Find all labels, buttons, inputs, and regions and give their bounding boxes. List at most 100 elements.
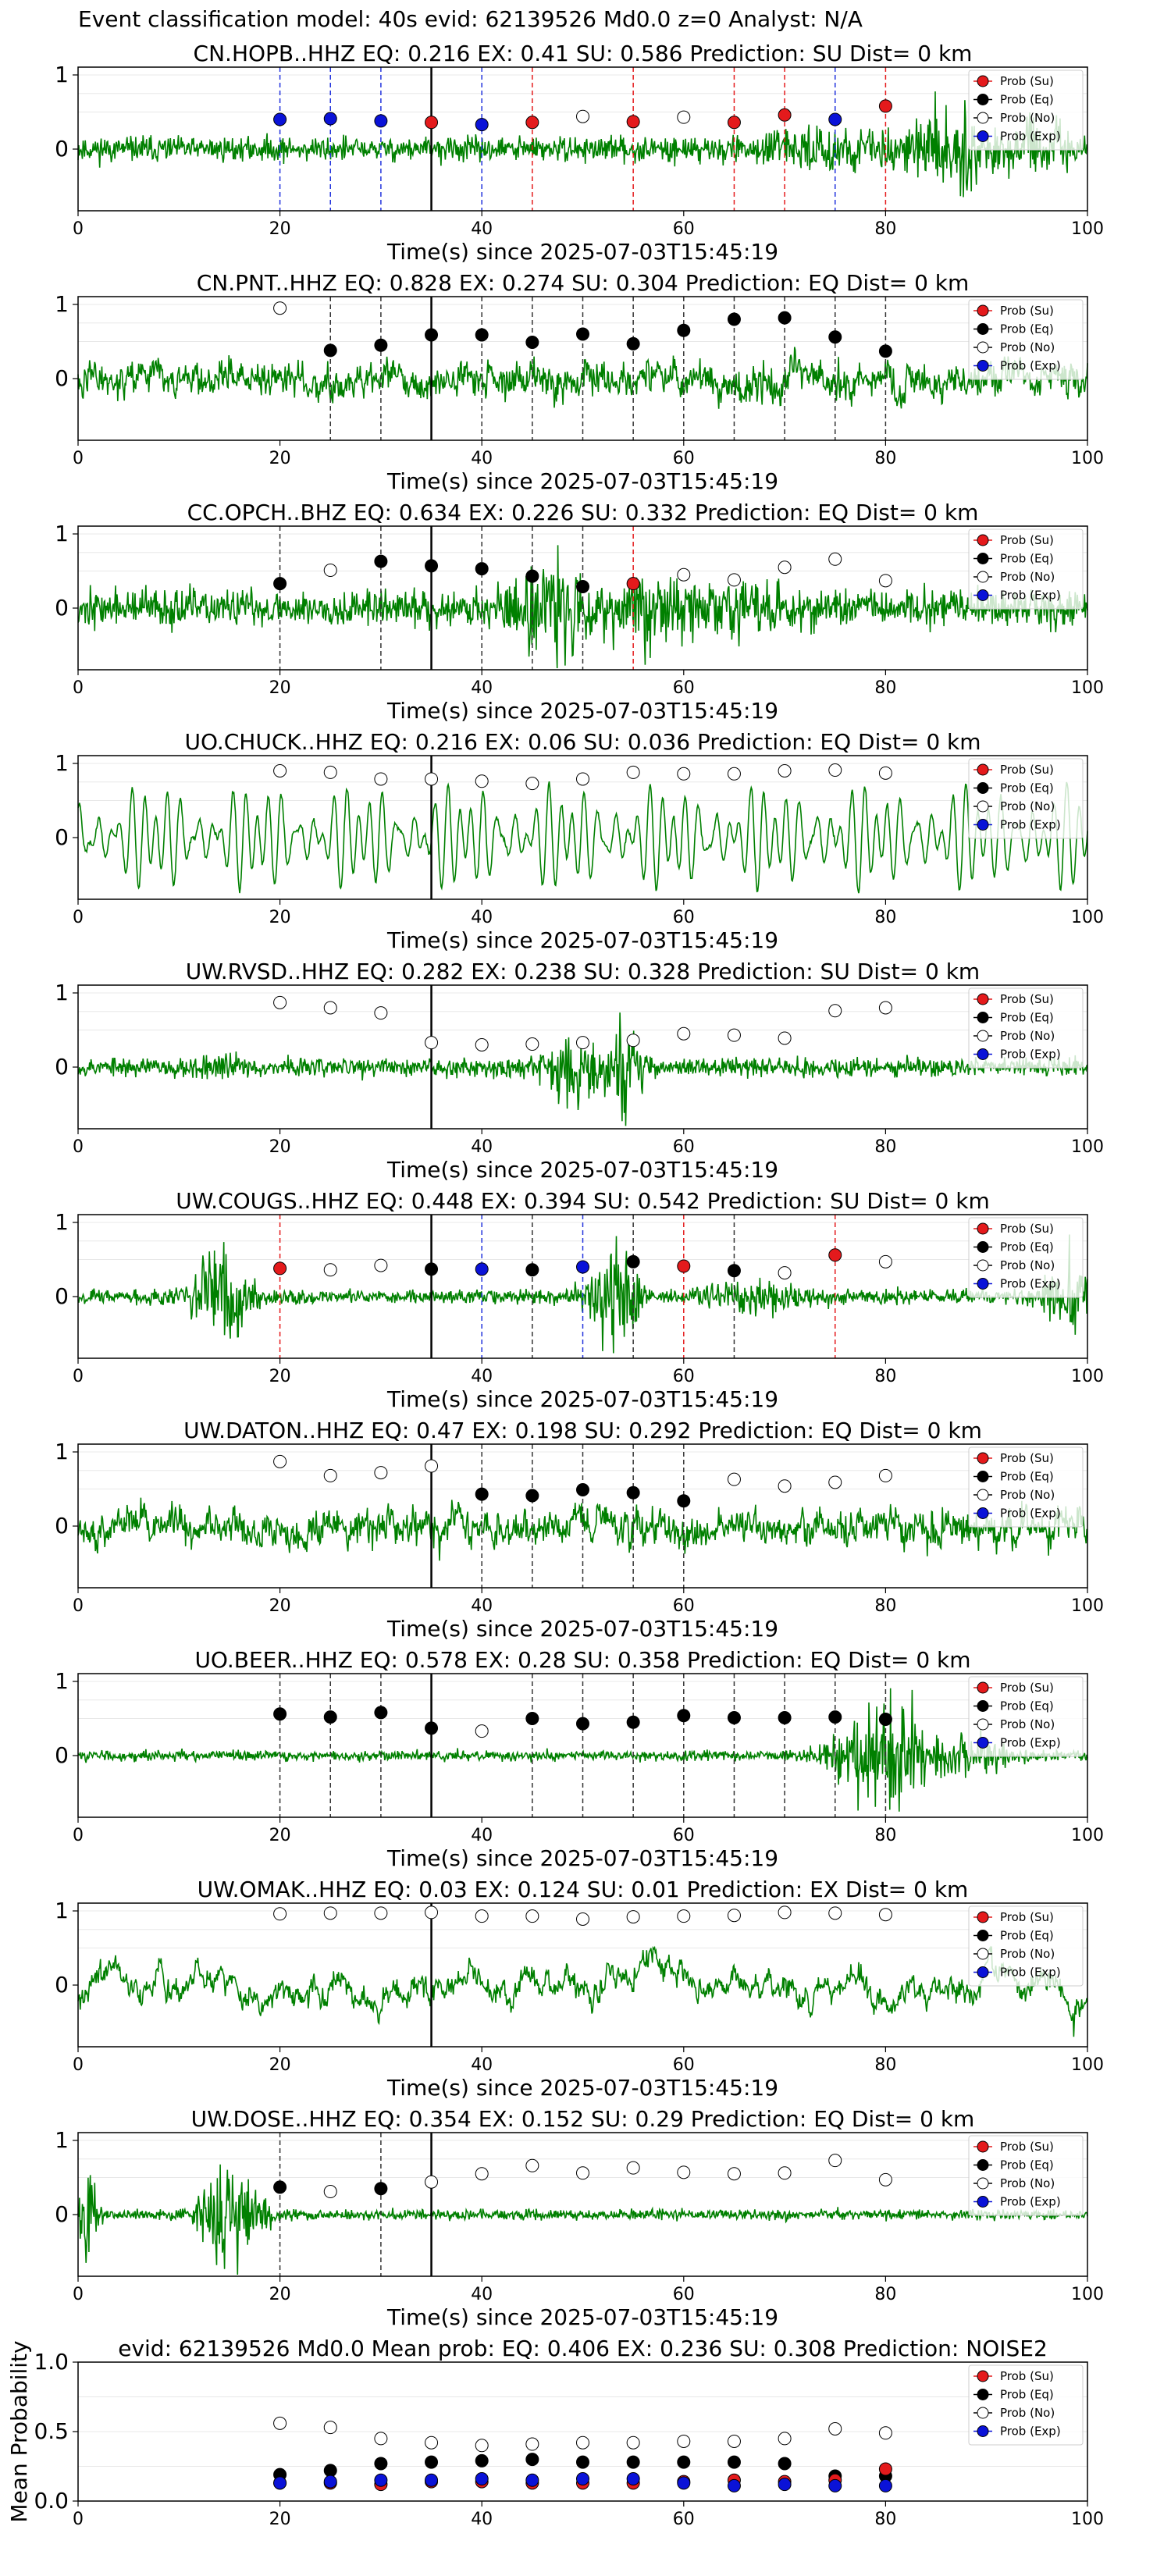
prob-marker-eq [525,335,539,349]
prob-marker-eq [677,1709,691,1723]
prob-marker-no [878,1908,892,1922]
legend-swatch-marker [977,1718,989,1731]
x-tick-label: 40 [471,678,493,698]
prob-marker-exp [828,112,842,126]
legend-2: Prob (Su) Prob (Eq) Prob (No) Prob (Exp) [968,528,1084,610]
prob-marker-su [727,116,741,130]
panel-6: UW.DATON..HHZ EQ: 0.47 EX: 0.198 SU: 0.2… [55,1418,1104,1642]
prob-marker-no [878,1254,892,1268]
mean-marker-no [828,2421,842,2435]
panel-5: UW.COUGS..HHZ EQ: 0.448 EX: 0.394 SU: 0.… [55,1188,1104,1412]
legend-5: Prob (Su) Prob (Eq) Prob (No) Prob (Exp) [968,1217,1084,1298]
x-tick-label: 0 [73,1596,84,1616]
legend-label: Prob (Exp) [1000,359,1061,373]
legend-label: Prob (Eq) [1000,781,1054,795]
prob-marker-no [878,1001,892,1015]
legend-label: Prob (Eq) [1000,322,1054,336]
x-axis-label: Time(s) since 2025-07-03T15:45:19 [386,1157,778,1183]
legend-swatch-marker [977,304,989,317]
x-tick-label: 60 [673,219,695,239]
mean-marker-eq [374,2457,388,2471]
x-axis-label: Time(s) since 2025-07-03T15:45:19 [386,698,778,724]
prob-marker-no [475,1909,489,1923]
y-tick-label: 0 [55,1283,69,1309]
y-tick-label: 0 [55,1513,69,1539]
prob-marker-eq [828,330,842,344]
legend-label: Prob (Exp) [1000,1277,1061,1291]
legend-frame [968,758,1084,839]
legend-label: Prob (Eq) [1000,1699,1054,1713]
panel-title: UW.DATON..HHZ EQ: 0.47 EX: 0.198 SU: 0.2… [183,1418,982,1443]
panel-1: CN.PNT..HHZ EQ: 0.828 EX: 0.274 SU: 0.30… [55,270,1104,494]
mean-marker-exp [778,2478,792,2492]
axes-frame [77,525,1088,671]
legend-label: Prob (No) [1000,799,1055,813]
x-tick-label: 60 [673,678,695,698]
legend-swatch-marker [977,2140,989,2153]
mean-marker-eq [626,2455,640,2469]
x-axis-label: Time(s) since 2025-07-03T15:45:19 [386,468,778,494]
prob-marker-exp [576,1260,589,1274]
prob-marker-no [475,2167,489,2181]
legend-frame [968,299,1084,380]
legend-frame [968,987,1084,1069]
prob-marker-exp [475,1262,489,1276]
x-tick-label: 80 [874,1596,896,1616]
prob-marker-no [525,777,539,791]
legend-label: Prob (No) [1000,2176,1055,2190]
prob-marker-no [878,766,892,780]
prob-marker-no [626,1910,640,1924]
legend-swatch-marker [977,2389,989,2400]
prob-marker-no [878,1468,892,1482]
x-tick-label: 40 [471,908,493,927]
prob-marker-no [677,1026,691,1041]
legend-10: Prob (Su) Prob (Eq) Prob (No) Prob (Exp) [968,2364,1084,2446]
prob-marker-no [323,1263,337,1277]
y-tick-label: 1.0 [34,2349,69,2375]
legend-frame [968,1446,1084,1528]
legend-1: Prob (Su) Prob (Eq) Prob (No) Prob (Exp) [968,299,1084,380]
y-tick-label: 1 [55,291,69,317]
y-axis-label: Mean Probability [6,2340,32,2522]
waveform-trace [77,781,1088,894]
mean-marker-eq [778,2457,792,2471]
legend-8: Prob (Su) Prob (Eq) Prob (No) Prob (Exp) [968,1905,1084,1987]
x-tick-label: 0 [73,2285,84,2304]
prob-marker-eq [778,1711,792,1725]
legend-swatch-marker [977,534,989,546]
axes-frame [77,1443,1088,1589]
prob-marker-eq [374,338,388,352]
y-tick-label: 0 [55,2201,69,2227]
panel-title: UO.BEER..HHZ EQ: 0.578 EX: 0.28 SU: 0.35… [194,1647,970,1673]
prob-marker-no [425,2175,439,2189]
mean-marker-exp [323,2475,337,2489]
mean-marker-no [374,2432,388,2446]
legend-label: Prob (Su) [1000,1222,1054,1236]
x-tick-label: 60 [673,1826,695,1845]
prob-marker-eq [727,312,741,326]
mean-marker-exp [525,2473,539,2487]
prob-marker-no [374,772,388,786]
prob-marker-no [323,2185,337,2199]
prob-marker-no [576,1912,589,1926]
mean-marker-exp [425,2473,439,2487]
x-axis-label: Time(s) since 2025-07-03T15:45:19 [386,2304,778,2330]
legend-4: Prob (Su) Prob (Eq) Prob (No) Prob (Exp) [968,987,1084,1069]
legend-label: Prob (Exp) [1000,1966,1061,1980]
legend-label: Prob (Exp) [1000,1507,1061,1521]
prob-marker-no [323,1001,337,1015]
x-tick-label: 60 [673,2285,695,2304]
prob-marker-eq [323,1710,337,1724]
legend-swatch-marker [977,2177,989,2190]
prob-marker-no [828,1004,842,1018]
axes-frame [77,66,1088,212]
legend-label: Prob (No) [1000,1029,1055,1043]
x-tick-label: 20 [269,2510,291,2529]
x-tick-label: 0 [73,2055,84,2075]
prob-marker-no [374,1906,388,1920]
x-tick-label: 0 [73,678,84,698]
axes-frame [77,1673,1088,1818]
legend-swatch-marker [977,1911,989,1923]
legend-label: Prob (Eq) [1000,1470,1054,1484]
prob-marker-eq [273,1707,287,1721]
